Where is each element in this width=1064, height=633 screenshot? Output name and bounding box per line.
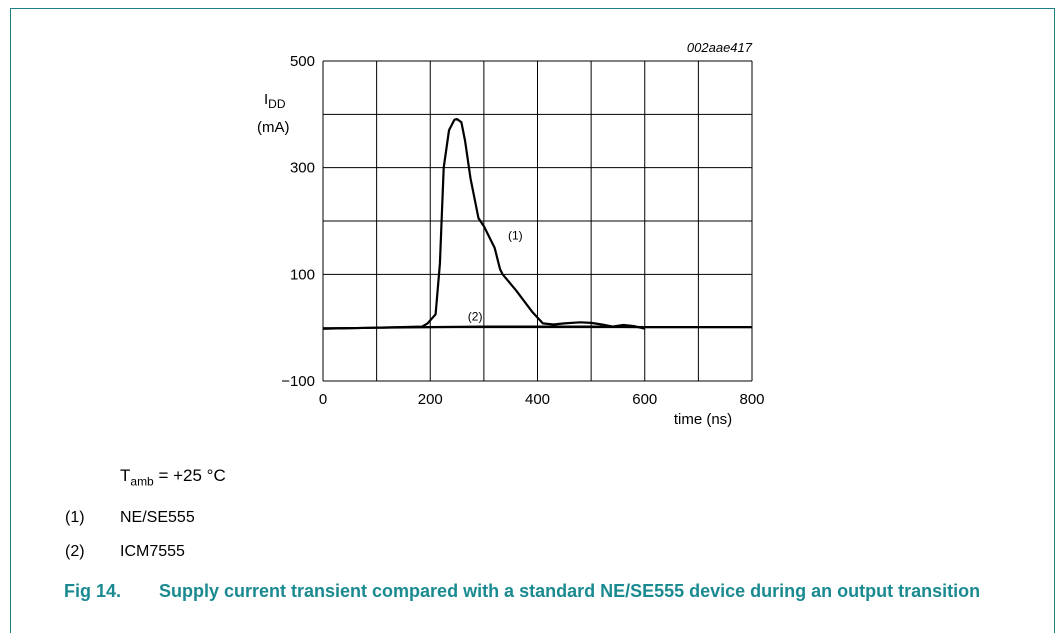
series-label-1: (1) [508, 229, 523, 243]
chart: 0 200 400 600 800 −100 100 300 500 (1) (2) 002aae4… [257, 40, 765, 428]
caption-figure-number: Fig 14. [64, 581, 122, 601]
series-line-1 [322, 117, 646, 330]
caption-text: Supply current transient compared with a… [159, 581, 981, 601]
x-tick-label: 600 [632, 391, 657, 408]
figure-id: 002aae417 [687, 40, 753, 55]
figure-caption: Fig 14. Supply current transient compare… [64, 580, 994, 602]
y-tick-label: −100 [281, 373, 315, 390]
x-axis-label: time (ns) [674, 411, 732, 428]
series-line-2 [322, 325, 752, 330]
x-tick-label: 200 [418, 391, 443, 408]
y-axis-unit: (mA) [257, 119, 290, 136]
ambient-temperature-note: Tamb = +25 °C [120, 466, 226, 489]
y-tick-label: 300 [290, 160, 315, 177]
legend-item-1: (1) NE/SE555 [65, 509, 195, 526]
figure-frame [10, 8, 1055, 633]
series-label-2: (2) [468, 310, 483, 324]
x-tick-label: 400 [525, 391, 550, 408]
legend-item-2: (2) ICM7555 [65, 543, 185, 560]
y-axis-label: IDD [264, 91, 286, 111]
x-tick-label: 0 [319, 391, 327, 408]
y-tick-label: 500 [290, 53, 315, 70]
x-tick-label: 800 [739, 391, 764, 408]
y-tick-label: 100 [290, 266, 315, 283]
